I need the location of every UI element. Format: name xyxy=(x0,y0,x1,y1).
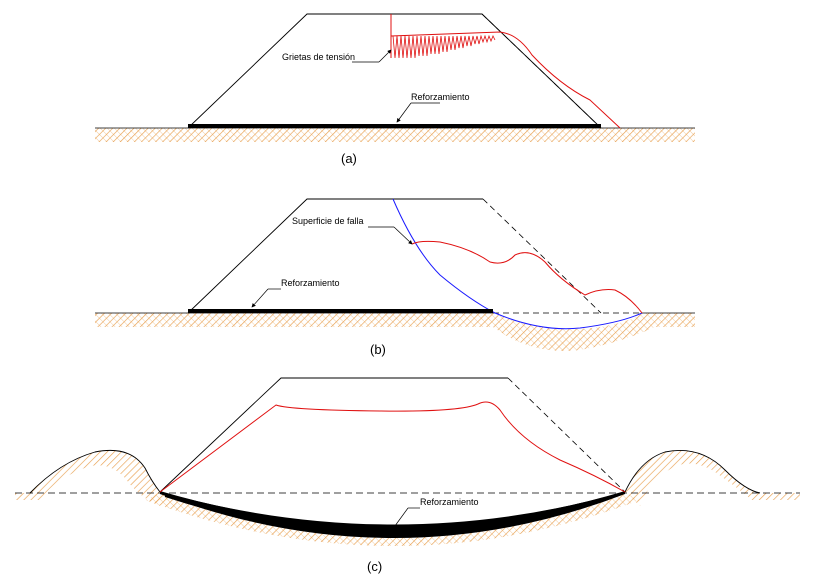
original-slope-dashed-c xyxy=(507,377,626,493)
ground-soil-b-cross xyxy=(95,313,695,351)
embankment-outline-c xyxy=(159,377,508,493)
deformed-profile-a xyxy=(390,14,621,129)
arrow-cracks-a xyxy=(378,49,392,63)
arrow-reinforcement-a xyxy=(396,102,412,123)
panel-c: Reforzamiento (c) xyxy=(15,377,800,574)
panel-a: Grietas de tensión Reforzamiento (a) xyxy=(95,13,695,166)
reinforcement-a xyxy=(188,124,601,128)
tension-cracks-a xyxy=(392,34,496,59)
caption-b: (b) xyxy=(370,342,386,357)
embankment-outline-a xyxy=(187,13,602,129)
heave-left-outline-c xyxy=(29,449,161,494)
reinforcement-c xyxy=(160,491,625,538)
panel-b: Superficie de falla Reforzamiento (b) xyxy=(95,198,695,357)
ground-soil-a-cross xyxy=(95,128,695,142)
arrow-failure-surface-b xyxy=(393,226,413,245)
caption-c: (c) xyxy=(367,559,382,574)
original-slope-dashed-a xyxy=(481,13,602,129)
arrow-reinforcement-c xyxy=(391,507,409,531)
deformed-profile-b xyxy=(411,240,643,314)
label-reinforcement-c: Reforzamiento xyxy=(420,497,479,507)
reinforcement-b xyxy=(188,309,493,313)
label-failure-surface-b: Superficie de falla xyxy=(292,216,364,226)
original-slope-dashed-b xyxy=(482,198,602,314)
label-reinforcement-b: Reforzamiento xyxy=(281,278,340,288)
arrow-reinforcement-b xyxy=(251,288,269,308)
heave-left-soil-c xyxy=(15,450,160,506)
reinforcement-c-thick xyxy=(165,493,620,534)
deformed-profile-c xyxy=(159,401,626,493)
embankment-outline-b xyxy=(187,198,393,314)
failure-surface-b xyxy=(392,198,643,330)
label-reinforcement-a: Reforzamiento xyxy=(411,92,470,102)
label-cracks-a: Grietas de tensión xyxy=(282,52,355,62)
heave-right-outline-c xyxy=(624,450,761,494)
foundation-soil-c-cross xyxy=(145,493,640,546)
caption-a: (a) xyxy=(341,151,357,166)
